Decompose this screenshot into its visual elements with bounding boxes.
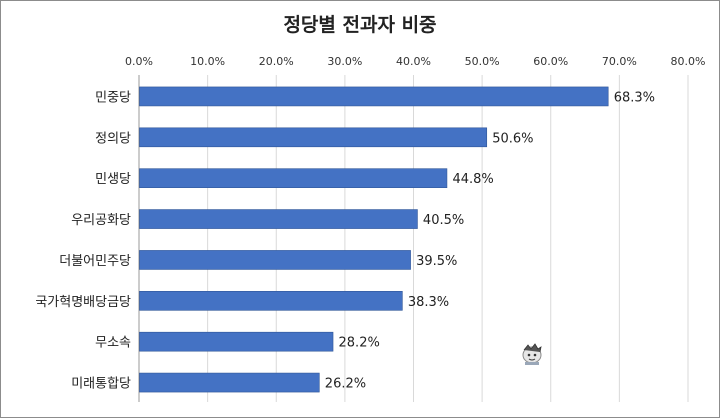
data-label: 39.5%	[416, 254, 457, 269]
x-tick-label: 20.0%	[259, 55, 294, 68]
bar	[139, 168, 448, 188]
x-tick-label: 60.0%	[533, 55, 568, 68]
category-label: 정의당	[95, 131, 131, 146]
bar	[139, 250, 411, 270]
data-label: 40.5%	[423, 213, 464, 228]
category-label: 우리공화당	[71, 213, 131, 228]
data-label: 26.2%	[325, 377, 366, 392]
data-label: 38.3%	[408, 295, 449, 310]
x-tick-label: 50.0%	[465, 55, 500, 68]
x-tick-label: 0.0%	[125, 55, 153, 68]
x-tick-label: 80.0%	[671, 55, 706, 68]
bar	[139, 209, 418, 229]
x-tick-label: 70.0%	[602, 55, 637, 68]
data-label: 44.8%	[452, 172, 493, 187]
category-label: 미래통합당	[71, 377, 131, 392]
category-label: 더불어민주당	[59, 254, 131, 269]
bar	[139, 291, 403, 311]
bar	[139, 127, 488, 148]
category-label: 민중당	[95, 90, 131, 105]
x-tick-label: 30.0%	[327, 55, 362, 68]
bar	[139, 372, 320, 393]
x-tick-label: 40.0%	[396, 55, 431, 68]
category-label: 국가혁명배당금당	[35, 295, 131, 310]
category-label: 무소속	[95, 336, 131, 351]
category-label: 민생당	[95, 172, 131, 187]
bar	[139, 331, 334, 352]
chart-title: 정당별 전과자 비중	[283, 14, 437, 36]
data-label: 28.2%	[339, 336, 380, 351]
data-label: 68.3%	[614, 90, 655, 105]
watermark-character-icon	[522, 343, 542, 365]
x-tick-label: 10.0%	[190, 55, 225, 68]
data-label: 50.6%	[492, 131, 533, 146]
bar	[139, 86, 609, 107]
